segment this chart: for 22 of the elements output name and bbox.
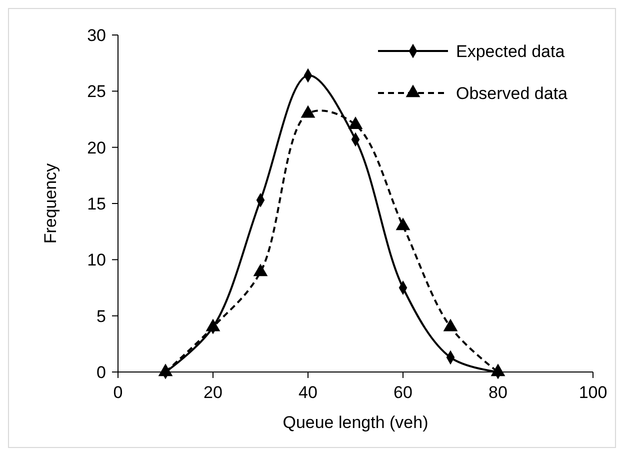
y-tick-label: 30 [87,26,106,45]
point [348,116,363,130]
x-tick-label: 40 [298,383,318,402]
legend-label: Observed data [456,84,568,103]
y-tick-label: 20 [87,138,106,158]
y-axis-title: Frequency [41,162,60,244]
point [253,264,268,276]
y-tick-label: 25 [87,82,106,102]
x-tick-label: 60 [394,383,412,402]
x-tick-label: 20 [204,383,222,402]
y-tick-label: 10 [87,250,106,270]
point [300,105,316,118]
x-tick-label: 0 [113,383,123,402]
y-tick-label: 5 [96,306,106,326]
y-tick-label: 0 [96,363,106,382]
x-tick-label: 100 [578,383,608,402]
point [443,318,458,332]
point [396,218,410,230]
x-tick-label: 80 [488,383,508,402]
x-axis-title: Queue length (veh) [282,413,428,432]
legend-label: Expected data [456,42,566,61]
y-tick-label: 15 [87,194,106,214]
